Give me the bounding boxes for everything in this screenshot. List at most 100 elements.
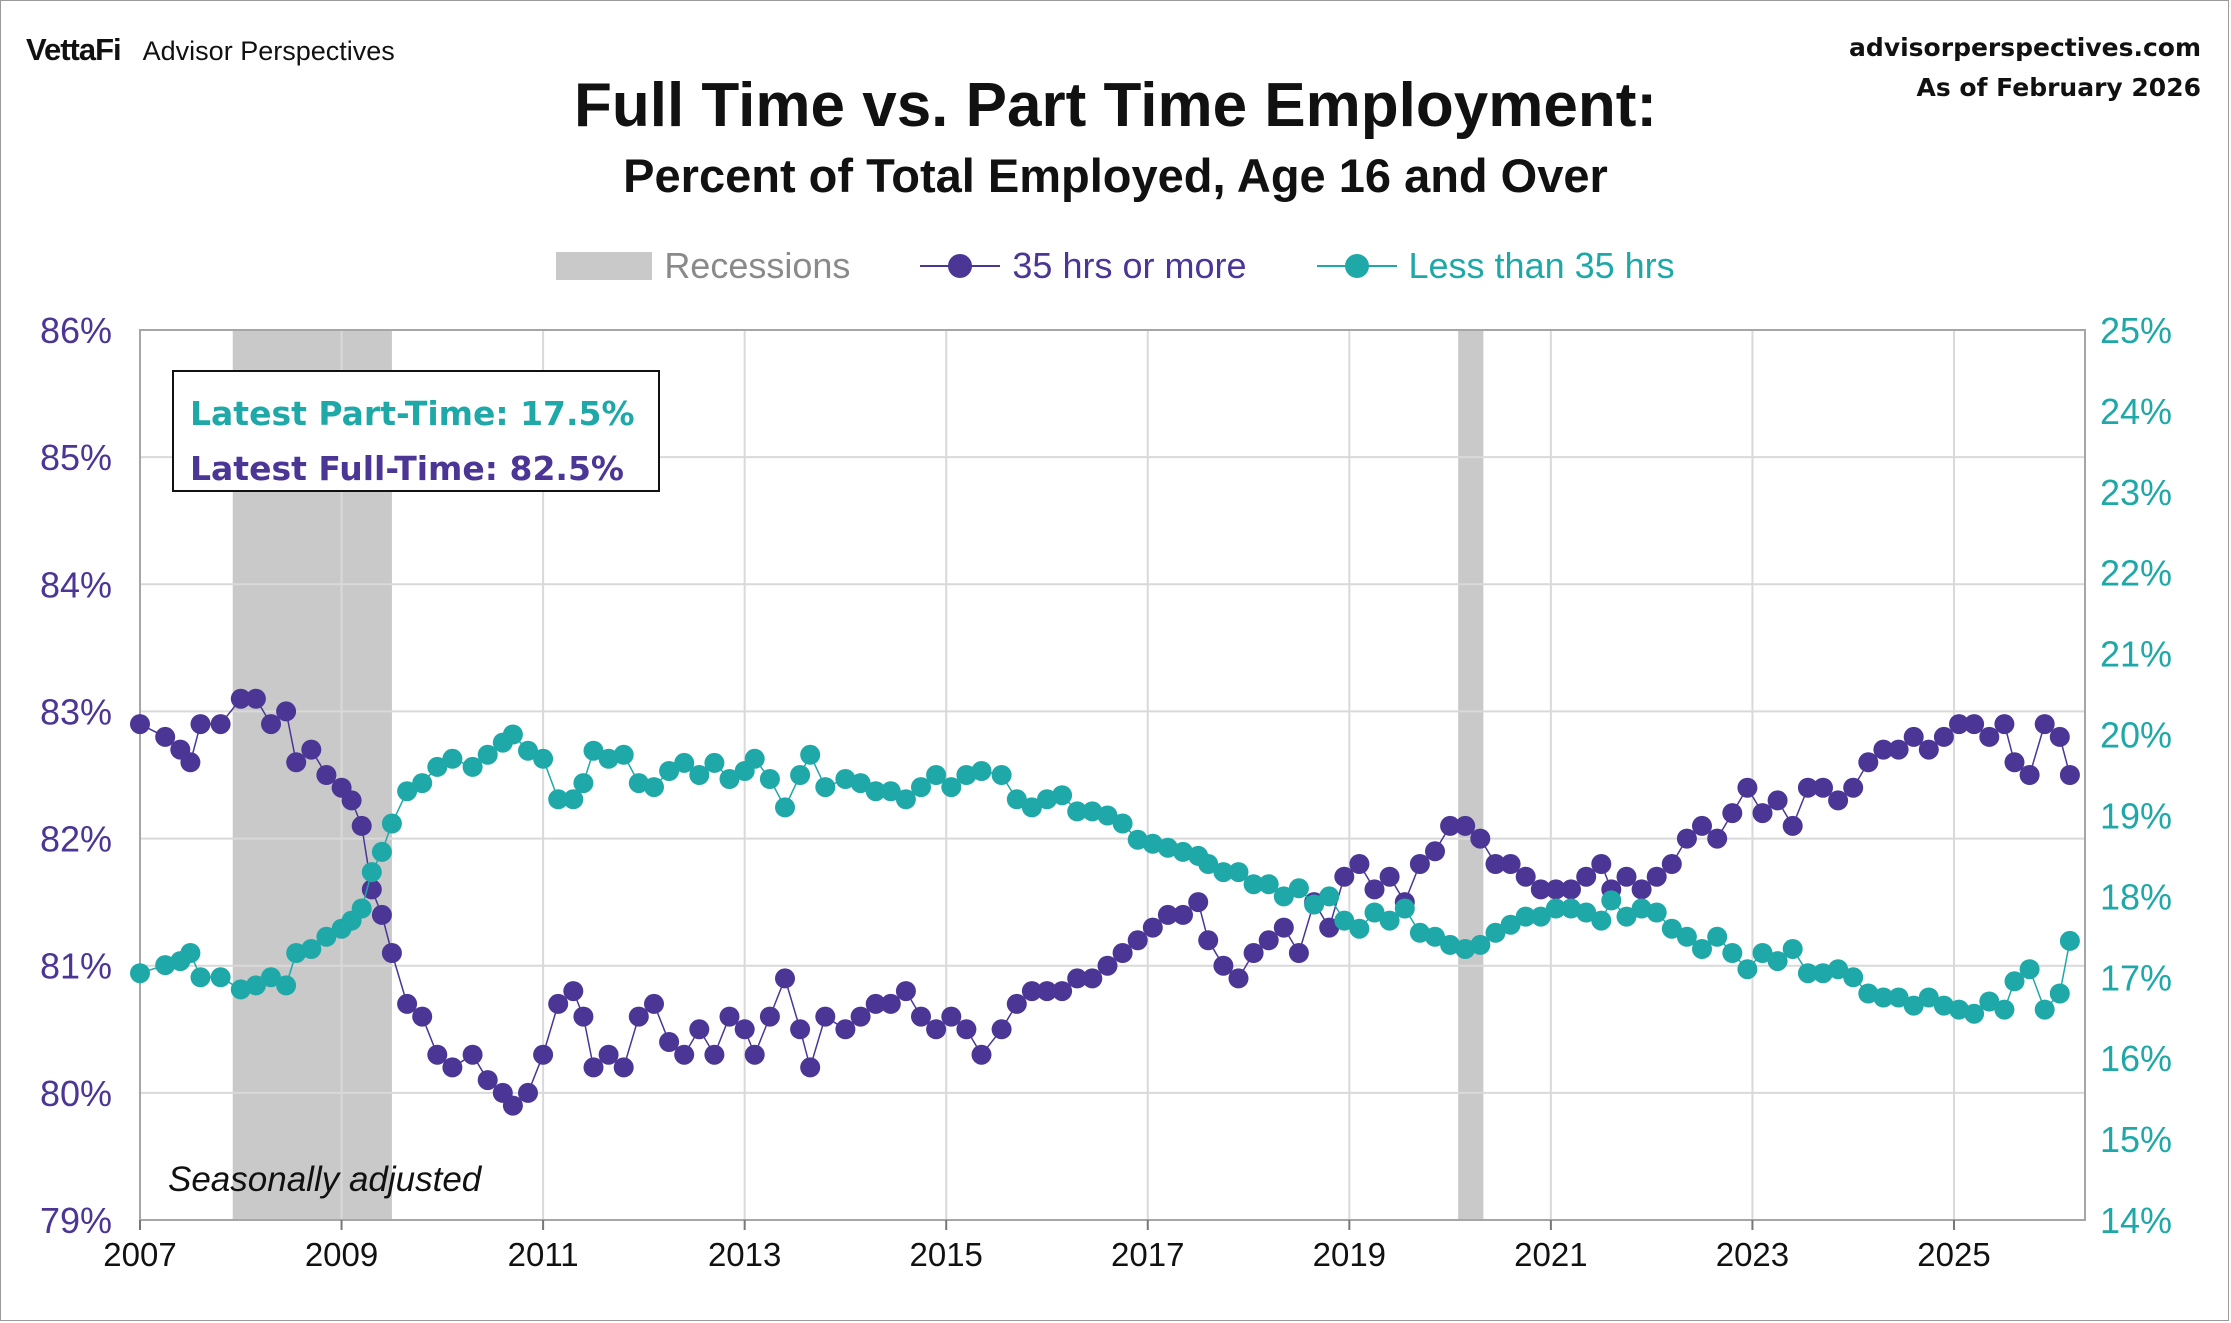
data-point-full-time bbox=[2004, 752, 2025, 773]
data-point-part-time bbox=[1173, 841, 1193, 862]
data-point-part-time bbox=[2059, 930, 2080, 951]
data-point-part-time bbox=[301, 939, 322, 959]
data-point-part-time bbox=[381, 813, 402, 834]
data-point-part-time bbox=[1767, 951, 1788, 972]
data-point-part-time bbox=[991, 765, 1012, 785]
data-point-part-time bbox=[261, 967, 281, 988]
data-point-part-time bbox=[563, 789, 584, 810]
data-point-part-time bbox=[1198, 854, 1219, 874]
data-point-part-time bbox=[533, 748, 554, 769]
y-right-tick-label: 19% bbox=[2100, 795, 2172, 836]
data-point-part-time bbox=[744, 748, 765, 769]
data-point-full-time bbox=[1903, 726, 1924, 747]
y-left-tick-label: 82% bbox=[40, 819, 112, 860]
data-point-full-time bbox=[1142, 917, 1163, 938]
data-point-full-time bbox=[1485, 854, 1506, 874]
data-point-full-time bbox=[1933, 726, 1954, 747]
data-point-part-time bbox=[775, 797, 795, 818]
data-point-full-time bbox=[911, 1006, 931, 1027]
data-point-part-time bbox=[1979, 991, 2000, 1012]
data-point-part-time bbox=[155, 955, 176, 976]
data-point-full-time bbox=[744, 1044, 765, 1065]
latest-full-time: Latest Full-Time: 82.5% bbox=[190, 449, 624, 488]
data-point-full-time bbox=[1173, 904, 1193, 925]
data-point-full-time bbox=[1112, 943, 1133, 963]
data-point-part-time bbox=[1082, 801, 1103, 822]
data-point-full-time bbox=[1213, 955, 1234, 976]
data-point-part-time bbox=[1067, 801, 1088, 822]
latest-part-time: Latest Part-Time: 17.5% bbox=[190, 394, 635, 433]
data-point-full-time bbox=[991, 1019, 1012, 1040]
data-point-full-time bbox=[1037, 981, 1057, 1002]
data-point-full-time bbox=[1676, 828, 1697, 849]
data-point-part-time bbox=[130, 963, 150, 984]
data-point-part-time bbox=[815, 777, 836, 798]
data-point-part-time bbox=[1334, 910, 1355, 931]
data-point-full-time bbox=[351, 815, 372, 836]
data-point-full-time bbox=[1782, 815, 1803, 836]
y-left-tick-label: 81% bbox=[40, 946, 112, 987]
data-point-part-time bbox=[1394, 898, 1415, 919]
data-point-full-time bbox=[941, 1006, 962, 1027]
seasonally-adjusted-note: Seasonally adjusted bbox=[168, 1160, 482, 1199]
data-point-full-time bbox=[1545, 879, 1566, 900]
data-point-part-time bbox=[1616, 906, 1637, 927]
data-point-part-time bbox=[1994, 999, 2015, 1020]
data-point-full-time bbox=[659, 1032, 680, 1052]
data-point-full-time bbox=[1707, 828, 1728, 849]
data-point-part-time bbox=[1142, 833, 1163, 854]
data-point-full-time bbox=[1379, 866, 1400, 887]
y-left-tick-label: 85% bbox=[40, 437, 112, 478]
data-point-part-time bbox=[895, 789, 916, 810]
data-point-part-time bbox=[1485, 922, 1506, 943]
legend-part-time: Less than 35 hrs bbox=[1316, 245, 1675, 287]
data-point-full-time bbox=[835, 1019, 856, 1040]
data-point-full-time bbox=[956, 1019, 977, 1040]
data-point-full-time bbox=[1349, 854, 1370, 874]
brand-name: Advisor Perspectives bbox=[142, 36, 395, 66]
data-point-full-time bbox=[1767, 790, 1788, 811]
data-point-full-time bbox=[397, 993, 418, 1014]
data-point-full-time bbox=[341, 790, 362, 811]
y-right-tick-label: 17% bbox=[2100, 957, 2172, 998]
data-point-part-time bbox=[689, 765, 710, 785]
data-point-full-time bbox=[1530, 879, 1551, 900]
data-point-full-time bbox=[301, 739, 322, 760]
data-point-part-time bbox=[477, 744, 498, 765]
data-point-full-time bbox=[1319, 917, 1340, 938]
latest-values-box: Latest Part-Time: 17.5% Latest Full-Time… bbox=[172, 370, 660, 492]
data-point-part-time bbox=[850, 773, 871, 794]
data-point-full-time bbox=[1515, 866, 1536, 887]
data-point-full-time bbox=[1591, 854, 1612, 874]
data-point-part-time bbox=[180, 943, 201, 963]
data-point-full-time bbox=[1616, 866, 1637, 887]
data-point-part-time bbox=[1601, 890, 1622, 911]
x-tick-label: 2013 bbox=[708, 1236, 781, 1273]
data-point-full-time bbox=[850, 1006, 871, 1027]
data-point-part-time bbox=[286, 943, 307, 963]
y-right-tick-label: 21% bbox=[2100, 634, 2172, 675]
data-point-full-time bbox=[790, 1019, 811, 1040]
data-point-part-time bbox=[1288, 878, 1309, 899]
data-point-part-time bbox=[230, 979, 251, 1000]
data-point-part-time bbox=[1258, 874, 1279, 895]
data-point-part-time bbox=[1561, 898, 1581, 919]
data-point-full-time bbox=[704, 1044, 725, 1065]
data-point-full-time bbox=[1500, 854, 1521, 874]
data-point-part-time bbox=[865, 781, 886, 802]
data-point-full-time bbox=[1722, 803, 1743, 824]
x-tick-label: 2023 bbox=[1716, 1236, 1789, 1273]
y-right-tick-label: 16% bbox=[2100, 1038, 2172, 1079]
data-point-part-time bbox=[210, 967, 231, 988]
data-point-part-time bbox=[1006, 789, 1027, 810]
data-point-full-time bbox=[1873, 739, 1894, 760]
chart-title: Full Time vs. Part Time Employment: bbox=[573, 71, 1657, 140]
data-point-part-time bbox=[1545, 898, 1566, 919]
data-point-part-time bbox=[2049, 983, 2070, 1004]
data-point-full-time bbox=[628, 1006, 649, 1027]
data-point-part-time bbox=[1933, 995, 1954, 1016]
data-point-part-time bbox=[2019, 959, 2040, 980]
data-point-part-time bbox=[412, 773, 433, 794]
data-point-full-time bbox=[1440, 815, 1461, 836]
